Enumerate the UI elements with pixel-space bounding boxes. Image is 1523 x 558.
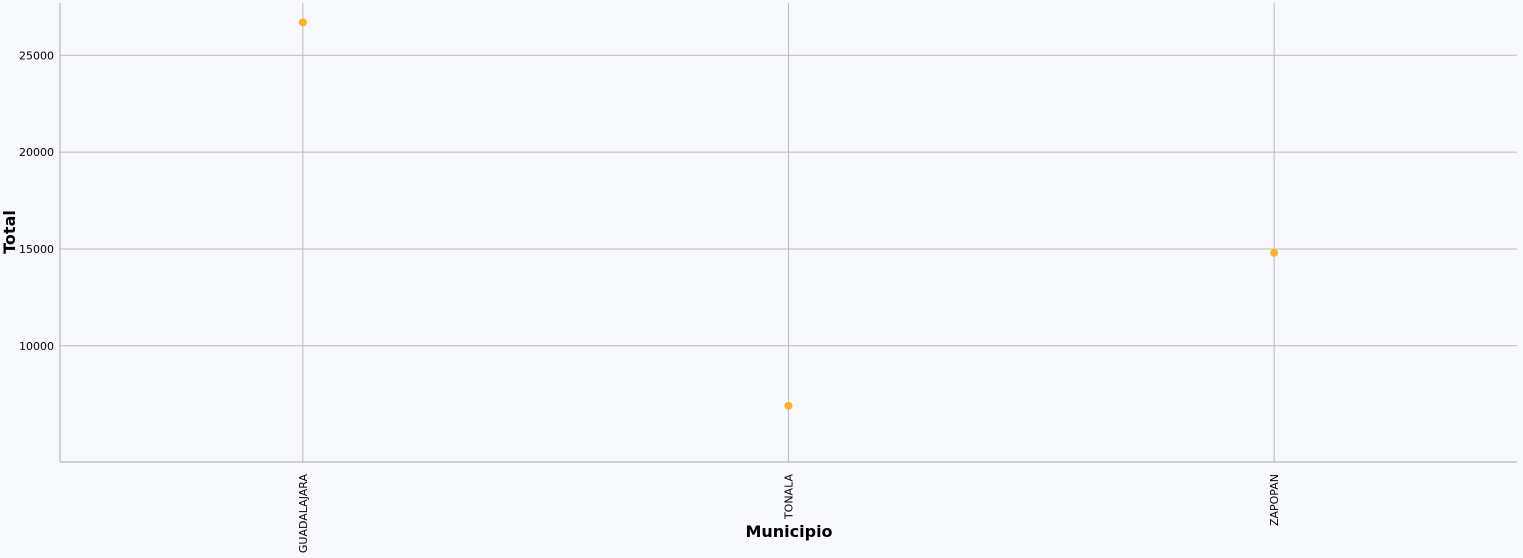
grid	[60, 3, 1517, 462]
y-tick-label: 15000	[19, 243, 54, 256]
data-point[interactable]	[1270, 248, 1279, 257]
y-tick-label: 10000	[19, 340, 54, 353]
data-points	[298, 18, 1279, 410]
data-point[interactable]	[784, 401, 793, 410]
data-point[interactable]	[298, 18, 307, 27]
y-tick-labels: 10000 15000 20000 25000	[19, 49, 54, 353]
x-axis-title: Municipio	[745, 522, 832, 541]
y-axis-title: Total	[0, 210, 19, 254]
y-tick-label: 25000	[19, 49, 54, 62]
axes	[59, 3, 1517, 463]
y-tick-label: 20000	[19, 146, 54, 159]
x-tick-label: GUADALAJARA	[297, 474, 310, 554]
x-tick-label: TONALA	[783, 474, 796, 521]
x-tick-labels: GUADALAJARA TONALA ZAPOPAN	[297, 474, 1281, 554]
x-tick-label: ZAPOPAN	[1268, 474, 1281, 526]
